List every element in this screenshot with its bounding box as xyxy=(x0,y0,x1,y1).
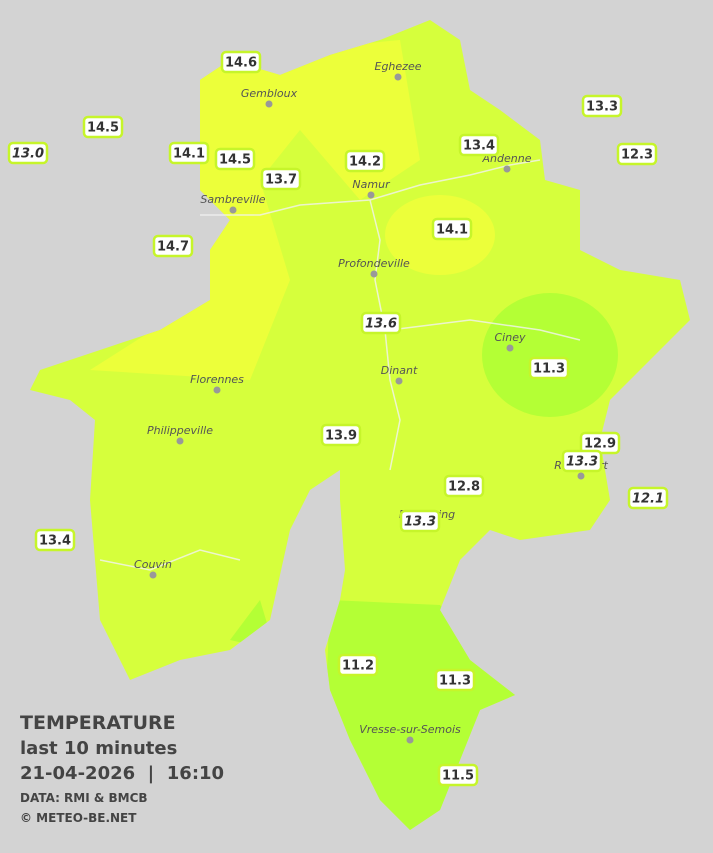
station-box xyxy=(168,141,210,165)
city-label: Couvin xyxy=(134,558,172,571)
city-label: Namur xyxy=(352,178,391,191)
station-box xyxy=(344,149,386,173)
station-box xyxy=(360,311,402,335)
station-box xyxy=(7,141,49,165)
station-value: 14.2 xyxy=(349,155,381,170)
station-box xyxy=(581,94,623,118)
station-value: 14.6 xyxy=(225,56,257,71)
station-value: 12.1 xyxy=(632,492,664,507)
station-value: 11.3 xyxy=(439,674,471,689)
station-value: 13.3 xyxy=(404,515,436,530)
station-box xyxy=(399,509,441,533)
city-dot xyxy=(577,472,585,480)
city-dot xyxy=(394,73,402,81)
station-value: 14.1 xyxy=(173,147,205,162)
city-dot xyxy=(367,191,375,199)
station-box xyxy=(82,115,124,139)
station-value: 11.2 xyxy=(342,659,374,674)
station-box xyxy=(528,356,570,380)
city-label: Eghezee xyxy=(375,60,422,73)
station-box xyxy=(616,142,658,166)
station-box xyxy=(337,653,379,677)
city-dot xyxy=(265,100,273,108)
legend-period: last 10 minutes xyxy=(20,738,178,759)
city-dot xyxy=(370,270,378,278)
station-value: 14.7 xyxy=(157,240,189,255)
city-dot xyxy=(213,386,221,394)
station-box xyxy=(627,486,669,510)
station-box xyxy=(320,423,362,447)
station-value: 13.4 xyxy=(463,139,495,154)
city-dot xyxy=(395,377,403,385)
city-label: Dinant xyxy=(381,364,418,377)
station-value: 14.5 xyxy=(219,153,251,168)
station-box xyxy=(260,167,302,191)
station-value: 14.1 xyxy=(436,223,468,238)
city-label: Florennes xyxy=(190,373,244,386)
city-dot xyxy=(406,736,414,744)
station-value: 13.3 xyxy=(566,455,598,470)
city-label: Philippeville xyxy=(147,424,213,437)
station-box xyxy=(458,133,500,157)
city-label: Vresse-sur-Semois xyxy=(359,723,461,736)
legend-datetime: 21-04-2026 | 16:10 xyxy=(20,763,225,784)
station-box xyxy=(220,50,262,74)
station-value: 12.3 xyxy=(621,148,653,163)
station-value: 13.6 xyxy=(365,317,397,332)
city-dot xyxy=(229,206,237,214)
station-value: 14.5 xyxy=(87,121,119,136)
station-box xyxy=(437,763,479,787)
station-value: 11.5 xyxy=(442,769,474,784)
city-label: Profondeville xyxy=(338,257,410,270)
rivers xyxy=(99,159,581,571)
station-box xyxy=(34,528,76,552)
legend-credit: © METEO-BE.NET xyxy=(20,811,137,825)
city-label: Gembloux xyxy=(241,87,298,100)
station-value: 13.9 xyxy=(325,429,357,444)
city-label: Sambreville xyxy=(200,193,265,206)
station-value: 13.7 xyxy=(265,173,297,188)
legend-source: DATA: RMI & BMCB xyxy=(20,791,148,805)
station-value: 12.9 xyxy=(584,437,616,452)
station-value: 13.4 xyxy=(39,534,71,549)
station-box xyxy=(214,147,256,171)
station-value: 13.3 xyxy=(586,100,618,115)
city-label: Ciney xyxy=(495,331,526,344)
station-box xyxy=(431,217,473,241)
station-box xyxy=(443,474,485,498)
city-dot xyxy=(506,344,514,352)
station-value: 13.0 xyxy=(12,147,44,162)
legend-title: TEMPERATURE xyxy=(20,712,176,734)
station-box xyxy=(561,449,603,473)
station-value: 11.3 xyxy=(533,362,565,377)
station-box xyxy=(434,668,476,692)
station-value: 12.8 xyxy=(448,480,480,495)
city-dot xyxy=(503,165,511,173)
city-dot xyxy=(149,571,157,579)
station-box xyxy=(152,234,194,258)
city-dot xyxy=(176,437,184,445)
